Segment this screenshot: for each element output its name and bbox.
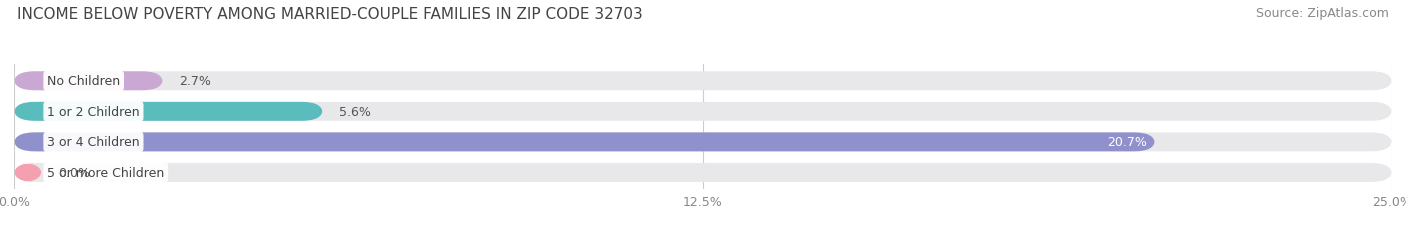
Text: Source: ZipAtlas.com: Source: ZipAtlas.com — [1256, 7, 1389, 20]
FancyBboxPatch shape — [14, 133, 1392, 152]
FancyBboxPatch shape — [14, 163, 42, 182]
FancyBboxPatch shape — [14, 133, 1154, 152]
FancyBboxPatch shape — [14, 72, 163, 91]
Text: 5.6%: 5.6% — [339, 105, 371, 118]
Text: No Children: No Children — [48, 75, 121, 88]
FancyBboxPatch shape — [14, 163, 1392, 182]
FancyBboxPatch shape — [14, 102, 1392, 121]
Text: INCOME BELOW POVERTY AMONG MARRIED-COUPLE FAMILIES IN ZIP CODE 32703: INCOME BELOW POVERTY AMONG MARRIED-COUPL… — [17, 7, 643, 22]
FancyBboxPatch shape — [14, 102, 323, 121]
Text: 0.0%: 0.0% — [58, 166, 90, 179]
Text: 5 or more Children: 5 or more Children — [48, 166, 165, 179]
FancyBboxPatch shape — [14, 72, 1392, 91]
Text: 2.7%: 2.7% — [180, 75, 211, 88]
Text: 1 or 2 Children: 1 or 2 Children — [48, 105, 139, 118]
Text: 20.7%: 20.7% — [1107, 136, 1147, 149]
Text: 3 or 4 Children: 3 or 4 Children — [48, 136, 139, 149]
